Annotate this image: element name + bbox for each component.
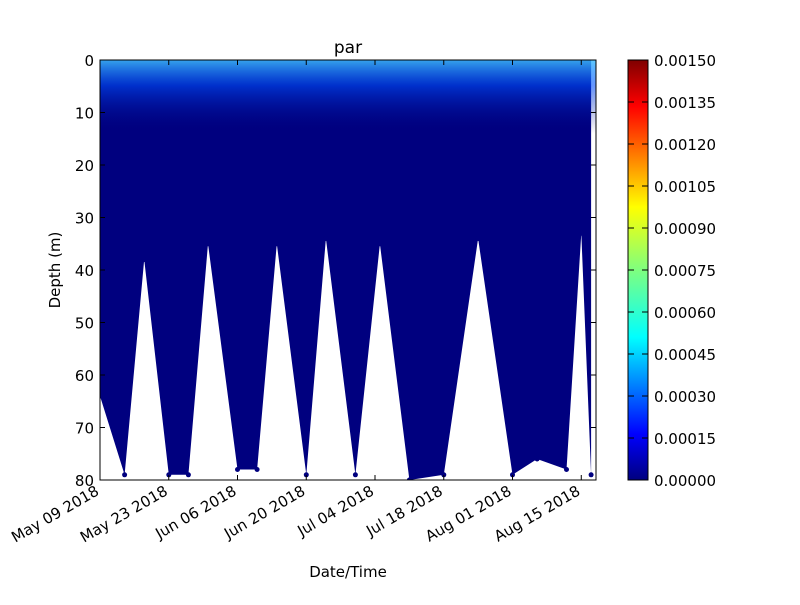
- profile-depth-point: [205, 241, 211, 247]
- profile-columns: [100, 60, 594, 480]
- x-axis-label: Date/Time: [309, 563, 387, 581]
- colorbar-tick-label: 0.00105: [654, 178, 716, 196]
- profile-depth-point: [377, 241, 383, 247]
- y-axis-ticks: 0 10 20 30 40 50 60 70 80: [75, 52, 596, 490]
- profile-depth-point: [323, 236, 329, 241]
- colorbar-tick-label: 0.00090: [654, 220, 716, 238]
- profile-depth-point: [534, 456, 540, 462]
- colorbar-ticks: 0.00000 0.00015 0.00030 0.00045 0.00060 0.000…: [628, 52, 716, 490]
- y-tick-label: 0: [84, 52, 94, 70]
- colorbar-tick-label: 0.00000: [654, 472, 716, 490]
- y-tick-label: 50: [75, 315, 94, 333]
- colorbar-tick-label: 0.00045: [654, 346, 716, 364]
- surface-layer: [100, 60, 596, 134]
- y-tick-label: 20: [75, 157, 94, 175]
- profile-depth-point: [441, 472, 447, 478]
- profile-depth-point: [564, 467, 569, 472]
- profile-depth-point: [475, 236, 481, 241]
- profile-depth-point: [254, 467, 260, 472]
- y-tick-label: 10: [75, 105, 94, 123]
- y-tick-label: 30: [75, 210, 94, 228]
- profile-depth-point: [303, 472, 309, 478]
- y-tick-label: 70: [75, 420, 94, 438]
- profile-depth-point: [274, 241, 280, 247]
- y-axis-label: Depth (m): [46, 232, 64, 309]
- profile-depth-point: [352, 472, 358, 478]
- profile-depth-point: [588, 472, 594, 478]
- y-tick-label: 60: [75, 367, 94, 385]
- colorbar-tick-label: 0.00135: [654, 94, 716, 112]
- colorbar-tick-label: 0.00030: [654, 388, 716, 406]
- colorbar-tick-label: 0.00060: [654, 304, 716, 322]
- x-tick-label: Jul 04 2018: [294, 482, 377, 541]
- chart-title: par: [334, 38, 362, 58]
- plot-area: [100, 60, 596, 480]
- surface-high-values: [100, 60, 596, 134]
- y-tick-label: 80: [75, 472, 94, 490]
- colorbar-tick-label: 0.00075: [654, 262, 716, 280]
- profile-depth-point: [235, 467, 240, 472]
- profile-depth-point: [510, 472, 515, 478]
- profile-depth-point: [141, 257, 147, 262]
- profile-depth-point: [185, 472, 191, 478]
- profile-depth-point: [406, 477, 412, 480]
- profile-depth-point: [100, 393, 103, 399]
- profile-depth-area: [100, 60, 592, 480]
- profile-depth-point: [578, 230, 584, 236]
- y-tick-label: 40: [75, 262, 94, 280]
- colorbar-tick-label: 0.00015: [654, 430, 716, 448]
- colorbar-tick-label: 0.00150: [654, 52, 716, 70]
- profile-depth-point: [122, 472, 128, 478]
- colorbar-tick-label: 0.00120: [654, 136, 716, 154]
- profile-depth-point: [166, 472, 172, 478]
